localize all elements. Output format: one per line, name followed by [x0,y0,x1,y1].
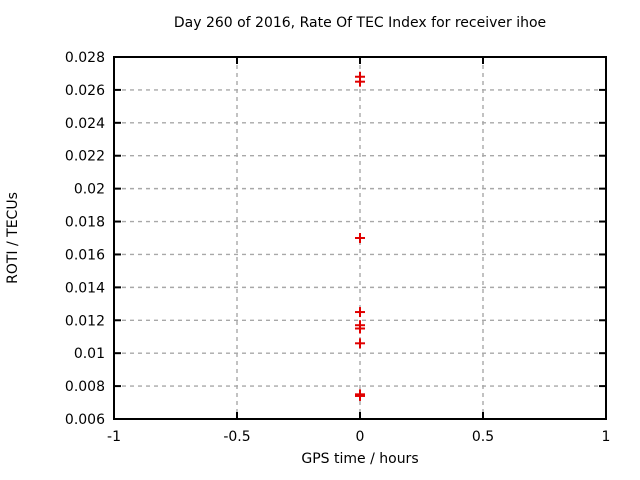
x-tick-label: -0.5 [223,429,250,445]
y-tick-label: 0.018 [65,215,105,231]
y-tick-label: 0.028 [65,50,105,66]
x-axis-label: GPS time / hours [301,451,419,467]
x-tick-label: 1 [602,429,611,445]
x-tick-label: 0.5 [472,429,494,445]
y-tick-label: 0.022 [65,149,105,165]
x-tick-label: 0 [356,429,365,445]
x-tick-label: -1 [107,429,121,445]
y-tick-label: 0.012 [65,313,105,329]
y-tick-label: 0.016 [65,247,105,263]
y-tick-label: 0.006 [65,412,105,428]
y-tick-label: 0.026 [65,83,105,99]
y-tick-label: 0.014 [65,280,105,296]
y-tick-label: 0.024 [65,116,105,132]
y-tick-label: 0.01 [74,346,105,362]
chart-title: Day 260 of 2016, Rate Of TEC Index for r… [173,15,547,31]
y-tick-label: 0.02 [74,182,105,198]
y-tick-label: 0.008 [65,379,105,395]
